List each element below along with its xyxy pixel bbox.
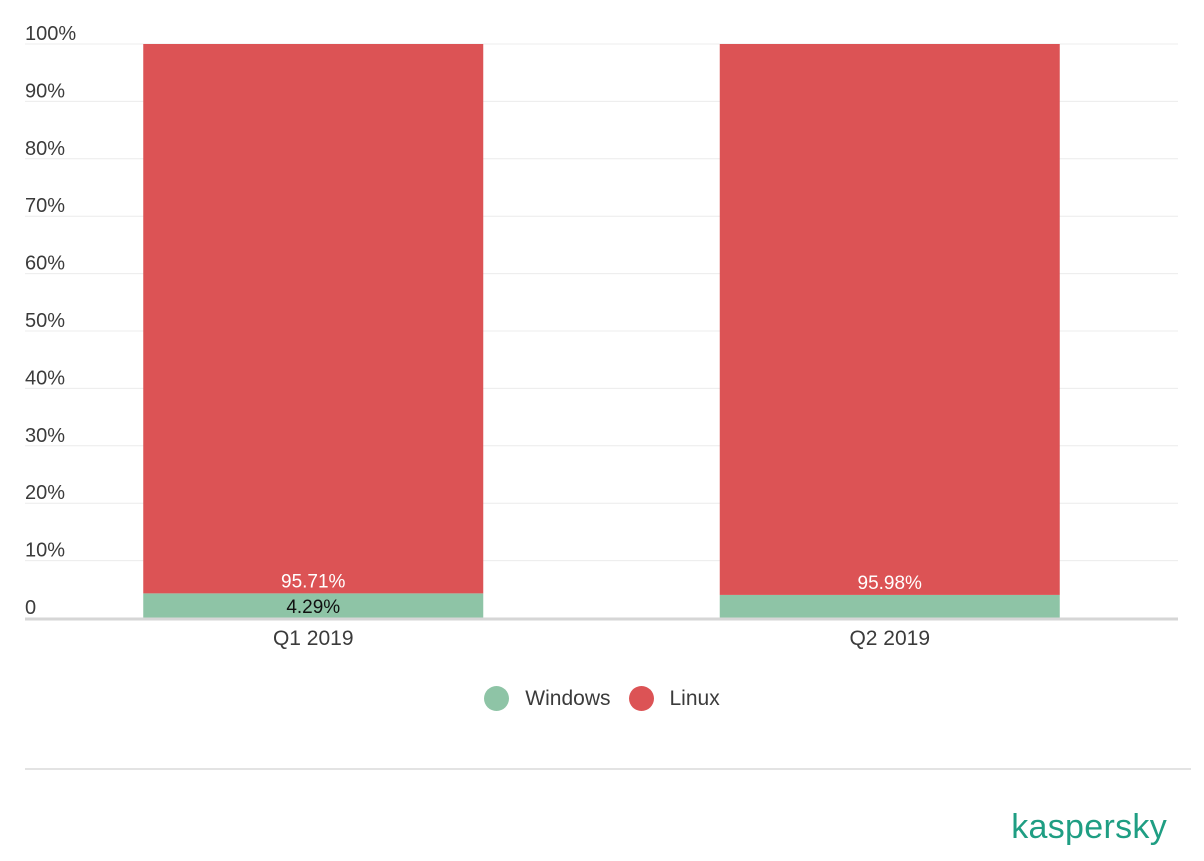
legend-swatch-windows xyxy=(484,686,510,711)
kaspersky-logo: kaspersky xyxy=(1011,808,1167,846)
data-label-linux: 95.98% xyxy=(858,573,923,594)
y-tick-label: 10% xyxy=(25,540,65,562)
legend-item-linux: Linux xyxy=(628,686,720,711)
y-tick-label: 30% xyxy=(25,425,65,447)
y-tick-label: 100% xyxy=(25,23,76,45)
legend: Windows Linux xyxy=(0,686,1204,711)
bar-windows-2 xyxy=(719,594,1060,618)
y-tick-label: 90% xyxy=(25,80,65,102)
y-tick-label: 70% xyxy=(25,195,65,217)
x-tick-label: Q2 2019 xyxy=(849,627,930,650)
y-tick-label: 40% xyxy=(25,367,65,389)
bar-linux-2 xyxy=(719,44,1060,595)
x-tick-label: Q1 2019 xyxy=(273,627,354,650)
footer-divider xyxy=(25,768,1191,770)
legend-swatch-linux xyxy=(628,686,654,711)
bar-linux-1 xyxy=(143,44,484,594)
y-tick-label: 20% xyxy=(25,482,65,504)
stacked-bar-chart: 0 10% 20% 30% 40% 50% 60% 70% 80% 90% 100% Q1 2019 9… xyxy=(25,23,1178,650)
y-tick-label: 60% xyxy=(25,253,65,275)
y-tick-label: 80% xyxy=(25,138,65,160)
data-label-windows: 4.29% xyxy=(286,597,340,618)
y-tick-label: 0 xyxy=(25,597,36,619)
legend-label-windows: Windows xyxy=(525,686,611,710)
bar-windows-1 xyxy=(143,593,484,618)
legend-item-windows: Windows xyxy=(484,686,611,711)
y-tick-label: 50% xyxy=(25,310,65,332)
legend-label-linux: Linux xyxy=(669,686,720,710)
data-label-linux: 95.71% xyxy=(281,571,346,592)
